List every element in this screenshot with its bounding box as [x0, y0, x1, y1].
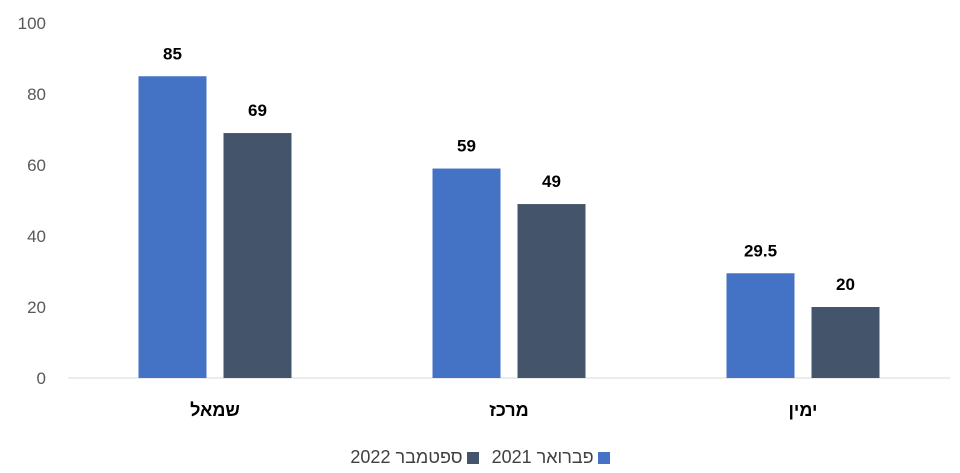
data-label: 20	[836, 275, 855, 294]
legend-label-series-1: פברואר 2021	[491, 447, 594, 467]
bar-series-1	[726, 273, 795, 378]
x-category-label: ימין	[788, 400, 817, 420]
bar-series-1	[138, 76, 207, 378]
data-label: 59	[457, 137, 476, 156]
bar-series-2	[811, 307, 880, 378]
bar-series-2	[223, 133, 292, 378]
data-label: 49	[542, 172, 561, 191]
bar-series-1	[432, 168, 501, 378]
y-tick-label: 100	[18, 14, 46, 33]
legend-item-series-2: ספטמבר 2022	[350, 447, 479, 468]
data-label: 85	[163, 44, 182, 63]
legend-swatch-series-1	[597, 452, 610, 464]
x-category-label: מרכז	[489, 400, 528, 420]
legend-swatch-series-2	[466, 452, 479, 464]
y-tick-label: 0	[37, 369, 46, 388]
legend-item-series-1: פברואר 2021	[492, 447, 610, 468]
y-tick-label: 40	[27, 227, 46, 246]
y-tick-label: 80	[27, 85, 46, 104]
legend: ספטמבר 2022 פברואר 2021	[0, 447, 960, 468]
data-label: 29.5	[744, 241, 777, 260]
legend-label-series-2: ספטמבר 2022	[350, 447, 463, 467]
data-label: 69	[248, 101, 267, 120]
y-tick-label: 60	[27, 156, 46, 175]
y-tick-label: 20	[27, 298, 46, 317]
bar-series-2	[517, 204, 586, 378]
x-category-label: שמאל	[190, 400, 240, 420]
bar-chart: 0 20 40 60 80 100 85 69 שמאל 59 49 מרכז 29.5 20 ימין	[18, 14, 950, 420]
